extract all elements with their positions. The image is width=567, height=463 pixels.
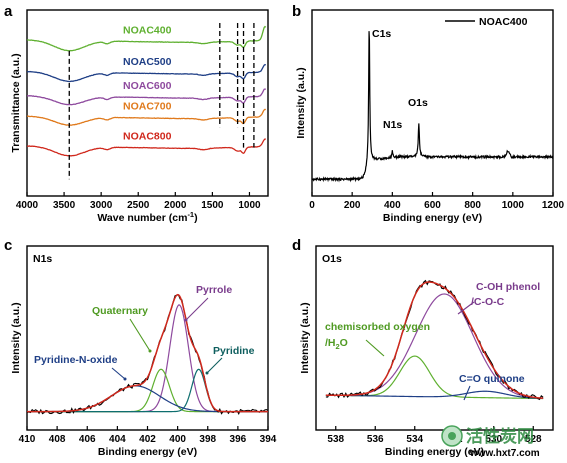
series-label-NOAC500: NOAC500 xyxy=(123,56,172,68)
component-arrow-tip xyxy=(148,349,152,353)
component-arrow xyxy=(365,339,385,357)
x-tick-label-d: 530 xyxy=(485,434,502,445)
component-arrow-tip xyxy=(123,377,127,381)
component-label-Pyridine: Pyridine xyxy=(213,345,255,357)
panel-letter-a: a xyxy=(4,3,13,20)
component-label-1b: /C-O-C xyxy=(471,296,505,308)
plot-frame-d xyxy=(315,245,554,431)
x-tick-label-c: 408 xyxy=(49,434,66,445)
y-axis-label-a: Transmittance (a.u.) xyxy=(10,53,22,152)
x-tick-label-d: 534 xyxy=(406,434,423,445)
panel-title-c: N1s xyxy=(33,253,52,265)
watermark-logo-dot xyxy=(448,432,456,440)
series-label-NOAC800: NOAC800 xyxy=(123,130,172,142)
panel-letter-c: c xyxy=(4,237,12,254)
panel-c: c 410 408 406 404 402 400 398 396 394 Binding ener… xyxy=(4,237,277,458)
peak-label-C1s: C1s xyxy=(372,28,391,40)
x-tick-label-c: 394 xyxy=(260,434,277,445)
component-arrow-tip xyxy=(205,371,209,375)
component-label-2: chemisorbed oxygen xyxy=(325,321,430,333)
panel-d: d538536534532530528Binding energy (eV)In… xyxy=(292,237,554,459)
x-tick-label-b: 400 xyxy=(384,200,401,211)
component-arrow xyxy=(206,357,223,374)
x-tick-label-a: 4000 xyxy=(16,200,39,211)
panel-letter-b: b xyxy=(292,3,301,20)
fit-envelope-line xyxy=(27,293,268,413)
y-axis-label-d: Intensity (a.u.) xyxy=(299,302,311,373)
series-label-NOAC600: NOAC600 xyxy=(123,80,172,92)
x-tick-label-c: 400 xyxy=(169,434,186,445)
x-tick-label-a: 2000 xyxy=(164,200,187,211)
panel-letter-d: d xyxy=(292,237,301,254)
component-arrow-tip xyxy=(184,318,188,322)
x-tick-label-d: 538 xyxy=(327,434,344,445)
x-tick-label-b: 200 xyxy=(344,200,361,211)
x-tick-label-b: 600 xyxy=(424,200,441,211)
component-arrow xyxy=(457,301,475,315)
x-tick-label-c: 406 xyxy=(79,434,96,445)
watermark-text: 活性炭网 xyxy=(466,426,534,447)
y-axis-label-b: Intensity (a.u.) xyxy=(295,67,307,138)
watermark-url: www.hxt7.com xyxy=(469,448,540,459)
x-tick-label-c: 402 xyxy=(139,434,156,445)
component-curve-Pyridine xyxy=(27,368,268,413)
series-line-NOAC500 xyxy=(26,63,267,83)
x-tick-label-c: 398 xyxy=(199,434,216,445)
x-tick-label-d: 536 xyxy=(367,434,384,445)
component-arrow xyxy=(111,367,126,380)
x-tick-label-a: 1500 xyxy=(201,200,224,211)
x-axis-label-c: Binding energy (eV) xyxy=(98,446,197,458)
series-line-NOAC400 xyxy=(26,25,267,52)
panel-title-d: O1s xyxy=(322,253,342,265)
plot-frame-a xyxy=(26,9,269,197)
series-label-NOAC700: NOAC700 xyxy=(123,101,172,113)
component-arrow xyxy=(185,297,209,321)
component-label-Quaternary: Quaternary xyxy=(92,305,148,317)
fit-envelope-line xyxy=(325,281,544,399)
series-line-NOAC600 xyxy=(26,88,267,106)
x-tick-label-b: 800 xyxy=(464,200,481,211)
x-tick-label-d: 528 xyxy=(525,434,542,445)
series-label-NOAC400: NOAC400 xyxy=(123,24,172,36)
y-axis-label-c: Intensity (a.u.) xyxy=(10,302,22,373)
x-tick-label-b: 1000 xyxy=(502,200,525,211)
x-tick-label-a: 3500 xyxy=(53,200,76,211)
component-arrow xyxy=(463,385,471,401)
component-arrow xyxy=(129,318,151,352)
x-axis-label-d: Binding energy (eV) xyxy=(385,446,484,458)
x-tick-label-b: 1200 xyxy=(542,200,565,211)
component-label-2b: /H2O xyxy=(325,337,348,351)
panel-a: a 4000 3500 3000 2500 2000 1500 1000 Wave number… xyxy=(4,3,269,224)
x-axis-label-b: Binding energy (eV) xyxy=(383,212,482,224)
x-tick-label-c: 410 xyxy=(19,434,36,445)
x-tick-label-b: 0 xyxy=(309,200,315,211)
x-tick-label-c: 396 xyxy=(230,434,247,445)
x-tick-label-a: 2500 xyxy=(127,200,150,211)
series-line-NOAC700 xyxy=(26,108,266,126)
series-line-NOAC800 xyxy=(27,138,267,157)
raw-data-line xyxy=(26,294,269,416)
component-label-Pyridine-N-oxide: Pyridine-N-oxide xyxy=(34,354,118,366)
plot-frame-b xyxy=(311,9,554,197)
peak-label-O1s: O1s xyxy=(408,97,428,109)
peak-label-N1s: N1s xyxy=(383,119,402,131)
panel-b: b 0 200 400 600 800 1000 1200 Binding energy (eV… xyxy=(292,3,565,224)
x-tick-label-a: 1000 xyxy=(238,200,261,211)
x-tick-label-c: 404 xyxy=(109,434,126,445)
component-label-1: C-OH phenol xyxy=(476,281,540,293)
component-label-Pyrrole: Pyrrole xyxy=(196,284,232,296)
series-line-NOAC400 xyxy=(311,31,554,183)
legend-label: NOAC400 xyxy=(479,16,528,28)
component-label-3: C=O quinone xyxy=(459,373,525,385)
x-tick-label-a: 3000 xyxy=(90,200,113,211)
plot-frame-c xyxy=(26,245,269,431)
x-axis-label-a: Wave number (cm-1) xyxy=(97,210,197,224)
component-curve-Pyridine-N-oxide xyxy=(27,385,268,413)
component-curve-Quaternary xyxy=(27,368,268,413)
